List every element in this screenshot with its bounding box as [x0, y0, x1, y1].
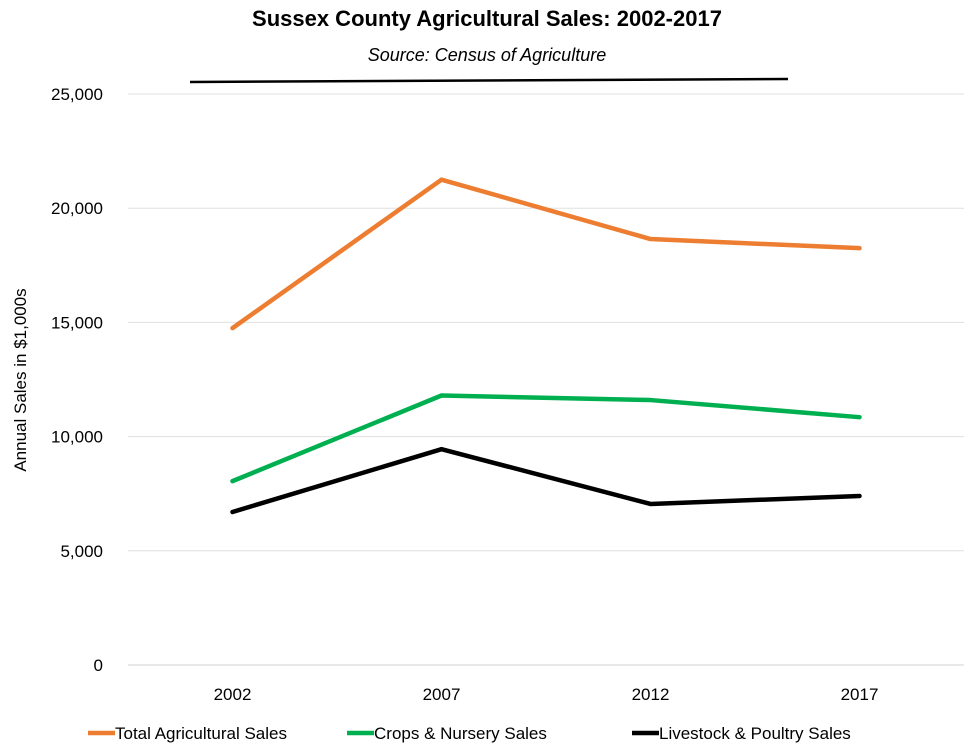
y-tick-label: 20,000 [51, 199, 103, 218]
gridlines [128, 93, 964, 666]
data-point [648, 398, 653, 403]
y-tick-label: 10,000 [51, 428, 103, 447]
chart-title: Sussex County Agricultural Sales: 2002-2… [252, 6, 722, 31]
data-point [230, 326, 235, 331]
x-tick-label: 2007 [423, 685, 461, 704]
title-underline [189, 77, 789, 84]
series-line-0 [230, 177, 862, 331]
y-tick-label: 0 [94, 656, 103, 675]
legend: Total Agricultural Sales Crops & Nursery … [88, 724, 851, 743]
legend-item-1: Crops & Nursery Sales [347, 724, 547, 743]
data-point [230, 479, 235, 484]
y-tick-label: 25,000 [51, 85, 103, 104]
x-tick-label: 2012 [632, 685, 670, 704]
y-tick-label: 5,000 [60, 542, 103, 561]
data-point [857, 493, 862, 498]
x-tick-label: 2017 [841, 685, 879, 704]
data-point [439, 177, 444, 182]
x-tick-label: 2002 [214, 685, 252, 704]
legend-label: Total Agricultural Sales [115, 724, 287, 743]
x-axis-ticks: 2002 2007 2012 2017 [214, 685, 879, 704]
series-line-2 [230, 446, 862, 515]
legend-item-2: Livestock & Poultry Sales [632, 724, 851, 743]
data-point [648, 501, 653, 506]
legend-item-0: Total Agricultural Sales [88, 724, 287, 743]
chart-subtitle: Source: Census of Agriculture [367, 45, 607, 65]
legend-label: Crops & Nursery Sales [374, 724, 547, 743]
data-point [857, 246, 862, 251]
data-point [439, 393, 444, 398]
y-tick-label: 15,000 [51, 313, 103, 332]
data-point [439, 447, 444, 452]
series-lines [230, 177, 862, 515]
legend-label: Livestock & Poultry Sales [659, 724, 851, 743]
data-point [857, 415, 862, 420]
series-line-1 [230, 393, 862, 484]
data-point [230, 509, 235, 514]
y-axis-ticks: 0 5,000 10,000 15,000 20,000 25,000 [51, 85, 103, 675]
data-point [648, 237, 653, 242]
y-axis-label: Annual Sales in $1,000s [11, 288, 30, 471]
